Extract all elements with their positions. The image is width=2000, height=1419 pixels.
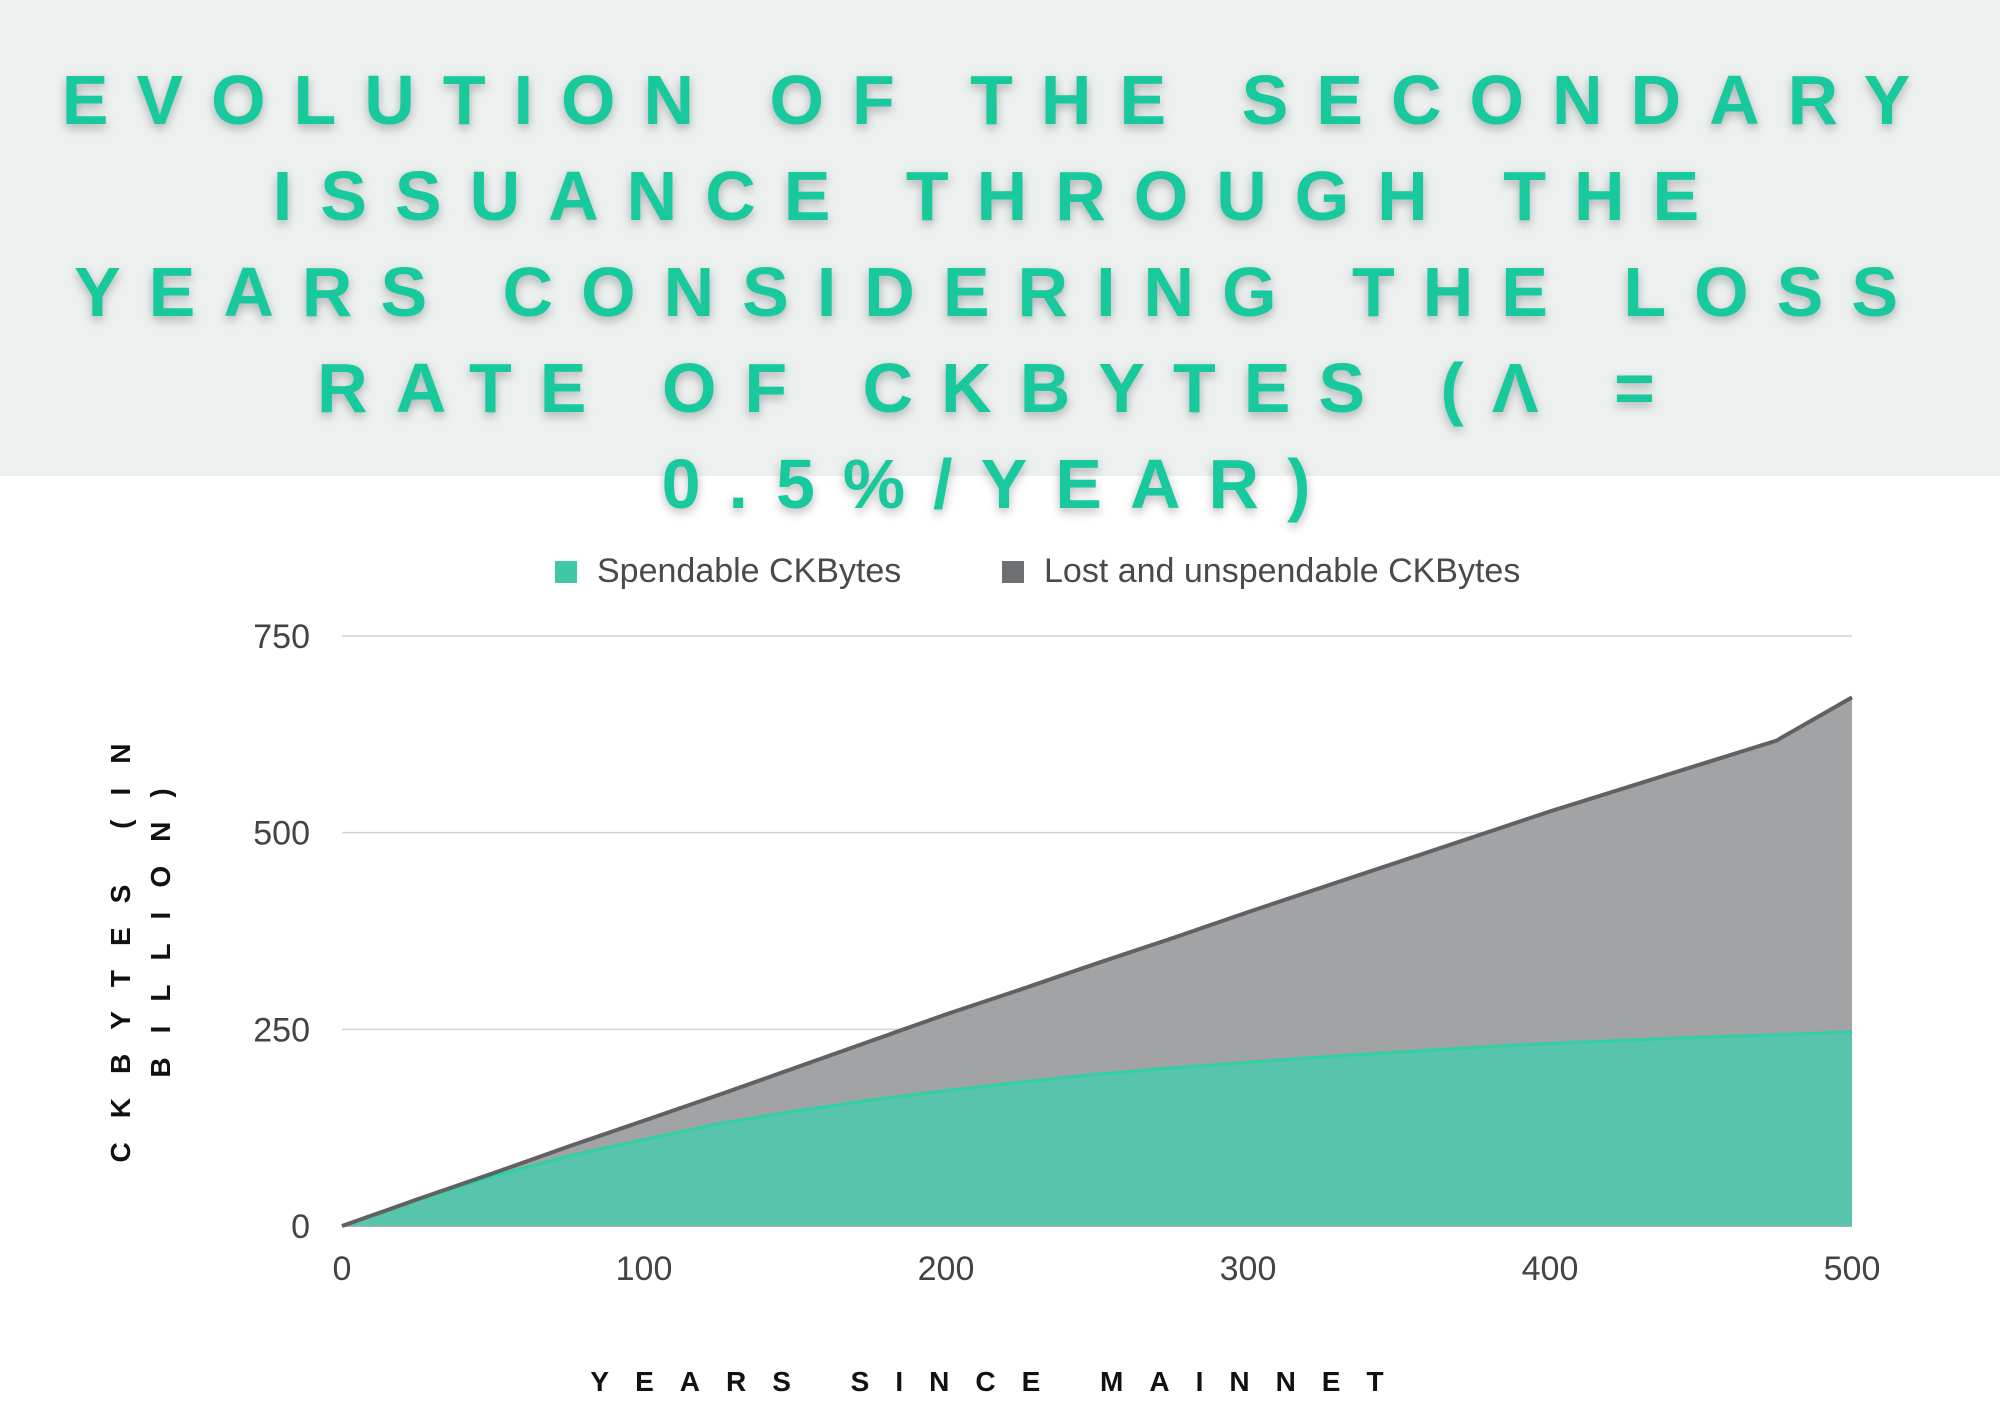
y-tick-label: 750 (253, 618, 310, 656)
y-axis-label-line-1: CKBYTES (IN (105, 720, 136, 1163)
x-tick-label: 0 (333, 1250, 352, 1288)
x-tick-label: 300 (1220, 1250, 1277, 1288)
y-axis-label: CKBYTES (IN BILLION) (105, 720, 176, 1163)
y-axis-label-line-2: BILLION) (145, 764, 176, 1077)
y-tick-label: 250 (253, 1011, 310, 1049)
x-tick-label: 200 (918, 1250, 975, 1288)
y-axis-ticks: 0 250 500 750 (253, 618, 310, 1246)
series-areas (341, 695, 1853, 1228)
chart-area: Spendable CKBytes Lost and unspendable C… (0, 476, 2000, 1414)
legend-label-spendable: Spendable CKBytes (597, 552, 901, 590)
stacked-area-chart: Spendable CKBytes Lost and unspendable C… (105, 552, 1881, 1397)
area-lost-unspendable (342, 697, 1852, 1226)
y-tick-label: 500 (253, 815, 310, 853)
x-tick-label: 500 (1824, 1250, 1881, 1288)
chart-title: EVOLUTION OF THE SECONDARY ISSUANCE THRO… (61, 61, 1939, 523)
y-tick-label: 0 (291, 1208, 310, 1246)
line-spendable (341, 1030, 1853, 1228)
legend: Spendable CKBytes Lost and unspendable C… (555, 552, 1520, 590)
x-axis-ticks: 0 100 200 300 400 500 (333, 1250, 1881, 1288)
title-banner: EVOLUTION OF THE SECONDARY ISSUANCE THRO… (0, 0, 2000, 523)
x-tick-label: 400 (1522, 1250, 1579, 1288)
area-spendable (342, 1031, 1852, 1226)
legend-swatch-lost (1002, 561, 1024, 583)
x-axis-label: YEARS SINCE MAINNET (590, 1366, 1409, 1397)
legend-label-lost: Lost and unspendable CKBytes (1044, 552, 1520, 590)
line-total (341, 695, 1853, 1228)
x-tick-label: 100 (616, 1250, 673, 1288)
legend-swatch-spendable (555, 561, 577, 583)
